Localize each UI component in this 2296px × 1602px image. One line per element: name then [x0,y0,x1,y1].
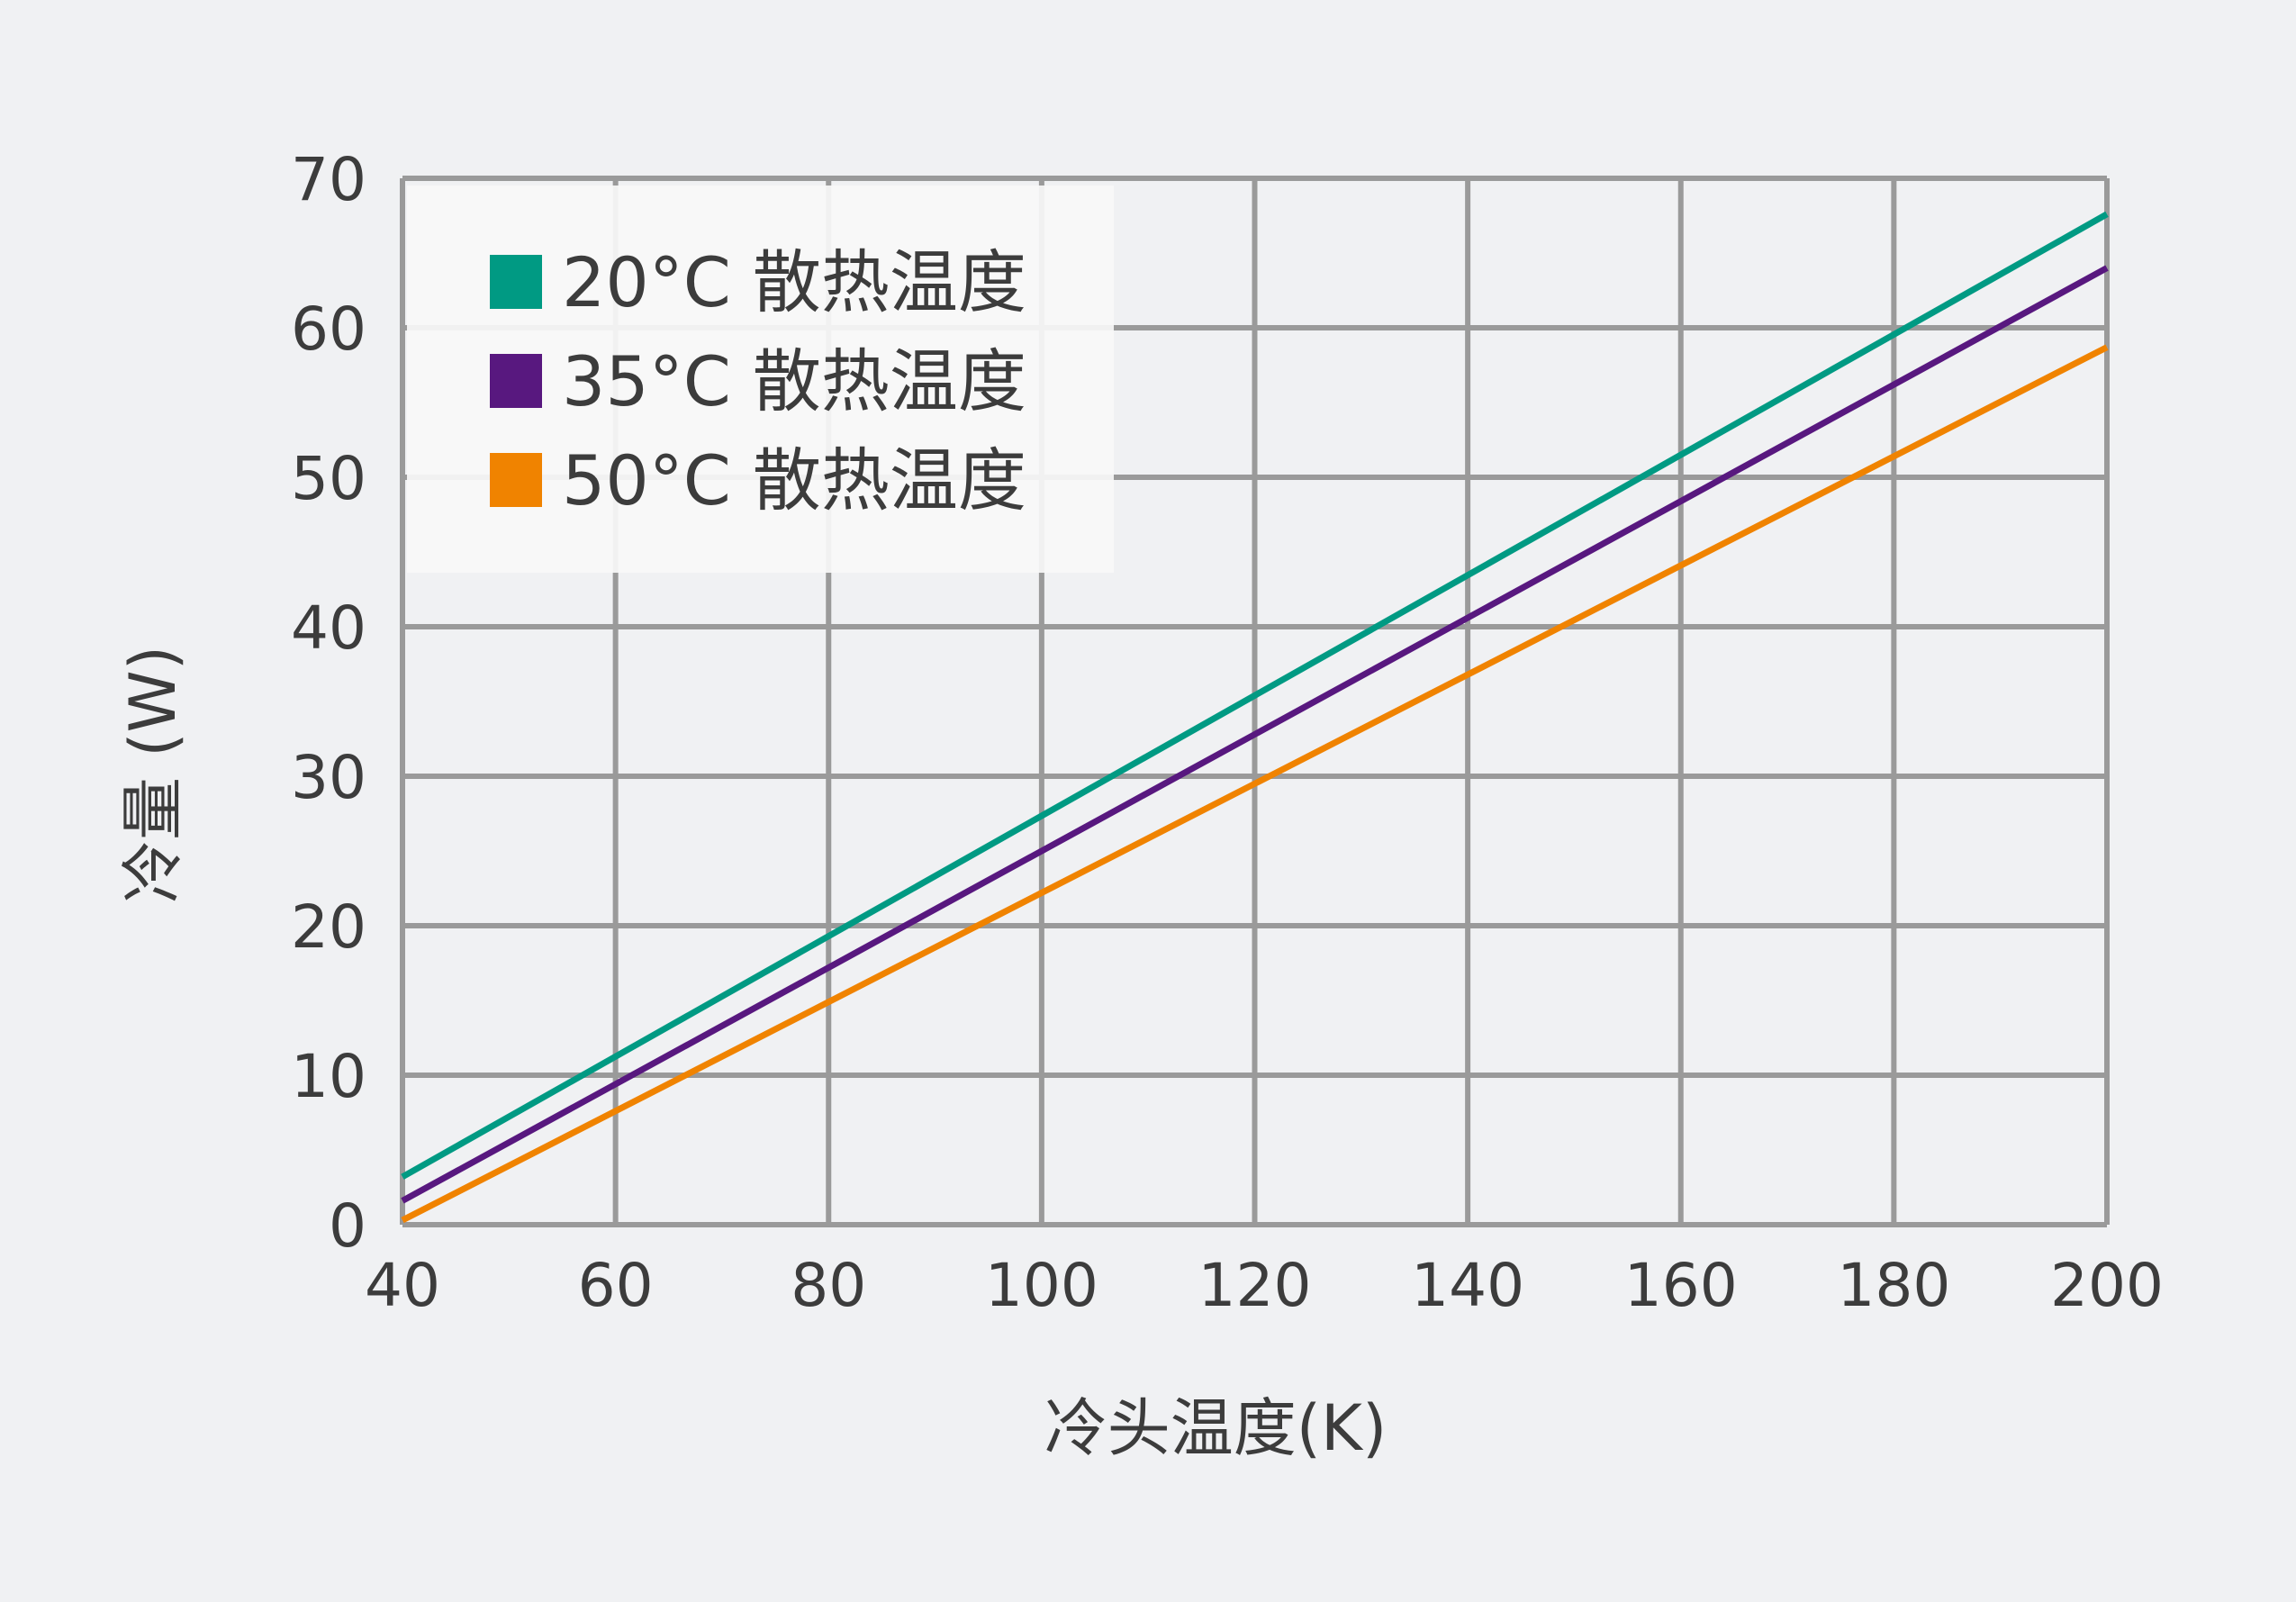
tick-labels: 40 60 80 100 120 140 160 180 200 0 10 20 30 40 50 60 70 [291,145,2164,1320]
x-tick-label: 40 [365,1251,440,1320]
series-line-2 [401,265,2109,1204]
y-tick-label: 60 [291,294,366,364]
y-tick-label: 70 [291,145,366,214]
legend: 20°C 散热温度 35°C 散热温度 50°C 散热温度 [407,186,1114,573]
x-tick-label: 200 [2050,1251,2164,1320]
series-line-1 [401,211,2109,1180]
legend-swatch-2 [490,354,542,408]
y-tick-label: 10 [291,1042,366,1111]
x-tick-label: 120 [1198,1251,1312,1320]
legend-label-3: 50°C 散热温度 [562,440,1026,520]
legend-label-2: 35°C 散热温度 [562,341,1026,421]
y-tick-label: 20 [291,892,366,962]
y-tick-label: 30 [291,743,366,812]
x-tick-label: 100 [985,1251,1098,1320]
y-tick-label: 0 [329,1191,366,1261]
x-tick-label: 60 [578,1251,654,1320]
x-axis-title: 冷头温度(K) [1044,1391,1388,1465]
legend-swatch-3 [490,453,542,507]
x-tick-label: 160 [1624,1251,1738,1320]
y-tick-label: 50 [291,444,366,513]
series-lines [401,211,2109,1224]
x-tick-label: 80 [791,1251,866,1320]
series-line-3 [401,344,2109,1224]
y-axis-title: 冷量 (W) [116,646,190,903]
y-tick-label: 40 [291,593,366,663]
x-tick-label: 180 [1837,1251,1950,1320]
legend-label-1: 20°C 散热温度 [562,242,1026,322]
legend-swatch-1 [490,255,542,309]
x-tick-label: 140 [1411,1251,1524,1320]
